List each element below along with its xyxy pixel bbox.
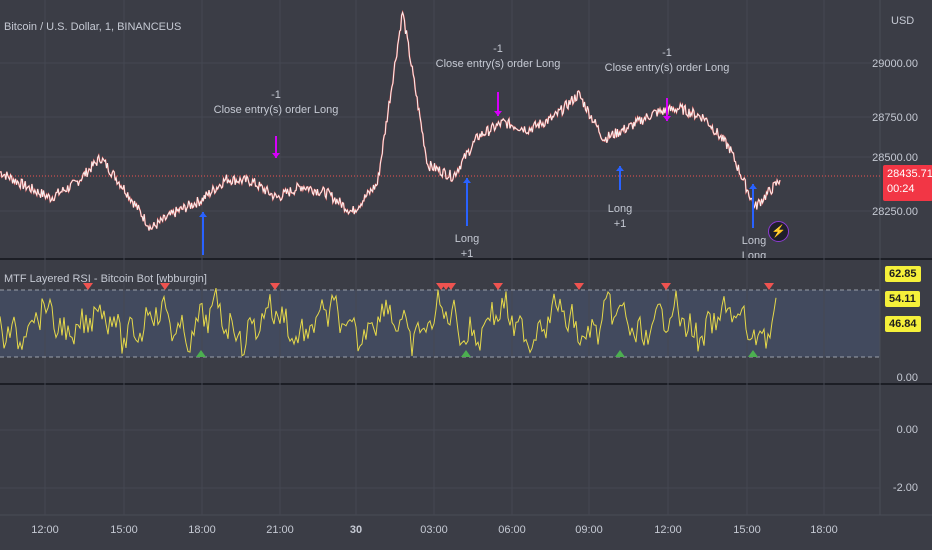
close-order-annotation: -1 Close entry(s) order Long <box>436 42 561 72</box>
close-order-annotation: -1 Close entry(s) order Long <box>605 46 730 76</box>
price-tick-label: 29000.00 <box>872 58 918 70</box>
last-price-badge: 28435.71 00:24 <box>883 165 932 201</box>
rsi-oversold-marker <box>196 350 206 357</box>
rsi-series-line <box>0 287 777 357</box>
time-tick-label-date: 30 <box>349 524 363 536</box>
annotation-qty: -1 <box>662 47 672 59</box>
rsi-value-mid: 54.11 <box>885 291 920 307</box>
annotation-label: Close entry(s) order Long <box>435 58 561 70</box>
sell-arrow-head <box>663 116 671 121</box>
close-order-annotation: -1 Close entry(s) order Long <box>214 88 339 118</box>
price-tick-label: 28750.00 <box>872 112 918 124</box>
sell-arrow-head <box>494 111 502 116</box>
symbol-title[interactable]: Bitcoin / U.S. Dollar, 1, BINANCEUS <box>4 21 182 33</box>
time-tick-label: 18:00 <box>188 524 216 536</box>
annotation-label: Close entry(s) order Long <box>604 62 730 74</box>
time-tick-label: 15:00 <box>733 524 761 536</box>
rsi-overbought-marker <box>83 283 93 290</box>
price-series-line <box>0 10 781 231</box>
rsi-overbought-marker <box>574 283 584 290</box>
annotation-label-2: Long <box>741 250 767 258</box>
annotation-qty: -1 <box>271 89 281 101</box>
sell-arrow-head <box>272 153 280 158</box>
price-tick-label: 28500.00 <box>872 152 918 164</box>
buy-arrow-head <box>749 184 757 189</box>
rsi-overbought-marker <box>764 283 774 290</box>
rsi-oversold-marker <box>615 350 625 357</box>
long-entry-annotation: Long +1 <box>608 202 632 232</box>
rsi-band <box>0 290 880 357</box>
time-tick-label: 18:00 <box>810 524 838 536</box>
time-tick-label: 06:00 <box>498 524 526 536</box>
rsi-overbought-marker <box>446 283 456 290</box>
time-tick-label: 15:00 <box>110 524 138 536</box>
long-entry-annotation: Long +1 <box>455 232 479 258</box>
buy-arrow-head <box>616 166 624 171</box>
lower-axis-label: -2.00 <box>892 482 918 494</box>
rsi-overbought-marker <box>270 283 280 290</box>
buy-arrow-head <box>199 212 207 217</box>
lower-axis-label: 0.00 <box>896 424 918 436</box>
rsi-axis-label: 0.00 <box>896 372 918 384</box>
annotation-label: Long <box>607 203 633 215</box>
time-tick-label: 12:00 <box>31 524 59 536</box>
annotation-label: Close entry(s) order Long <box>213 104 339 116</box>
rsi-overbought-marker <box>661 283 671 290</box>
time-tick-label: 03:00 <box>420 524 448 536</box>
annotation-qty: +1 <box>613 218 627 230</box>
rsi-overbought-marker <box>160 283 170 290</box>
time-tick-label: 12:00 <box>654 524 682 536</box>
rsi-indicator-title[interactable]: MTF Layered RSI - Bitcoin Bot [wbburgin] <box>4 273 207 285</box>
rsi-oversold-marker <box>748 350 758 357</box>
annotation-label: Long <box>454 233 480 245</box>
bar-countdown: 00:24 <box>887 183 915 195</box>
time-tick-label: 21:00 <box>266 524 294 536</box>
grid-lines <box>0 0 880 515</box>
annotation-qty: -1 <box>493 43 503 55</box>
time-tick-label: 09:00 <box>575 524 603 536</box>
price-tick-label: 28250.00 <box>872 206 918 218</box>
lightning-icon[interactable]: ⚡ <box>768 221 789 242</box>
rsi-value-high: 62.85 <box>885 266 921 282</box>
rsi-overbought-marker <box>493 283 503 290</box>
annotation-qty: +1 <box>460 248 474 258</box>
annotation-label: Long <box>741 235 767 247</box>
long-entry-annotation: Long Long <box>742 234 766 258</box>
buy-arrow-head <box>463 178 471 183</box>
rsi-value-low: 46.84 <box>885 316 921 332</box>
signal-markers <box>83 92 774 357</box>
last-price-value: 28435.71 <box>887 168 932 180</box>
rsi-oversold-marker <box>461 350 471 357</box>
currency-label: USD <box>891 15 915 27</box>
